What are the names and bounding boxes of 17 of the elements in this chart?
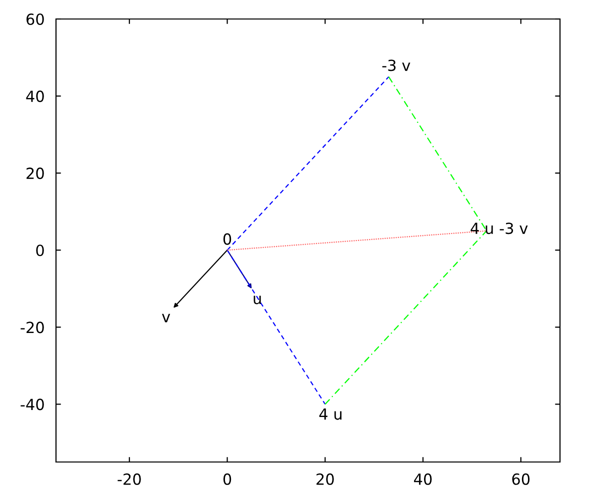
- x-tick-label: 60: [512, 473, 530, 485]
- annotation: u: [254, 295, 261, 304]
- annotation: 4 u -3 v: [470, 222, 528, 234]
- annotation: v: [162, 314, 170, 322]
- annotation: -3 v: [382, 60, 410, 72]
- annotation: 4 u: [319, 408, 342, 420]
- x-tick-label: 40: [414, 473, 432, 485]
- y-tick-label: 40: [26, 90, 44, 102]
- x-tick-label: 0: [223, 473, 232, 485]
- y-tick-label: 20: [26, 168, 44, 180]
- annotation: 0: [223, 233, 232, 245]
- x-tick-label: 20: [316, 473, 334, 485]
- x-tick-label: -20: [118, 473, 141, 485]
- y-tick-label: 60: [26, 13, 44, 26]
- y-tick-label: -20: [20, 322, 44, 334]
- y-tick-label: -40: [20, 398, 44, 410]
- y-tick-label: 0: [36, 244, 44, 256]
